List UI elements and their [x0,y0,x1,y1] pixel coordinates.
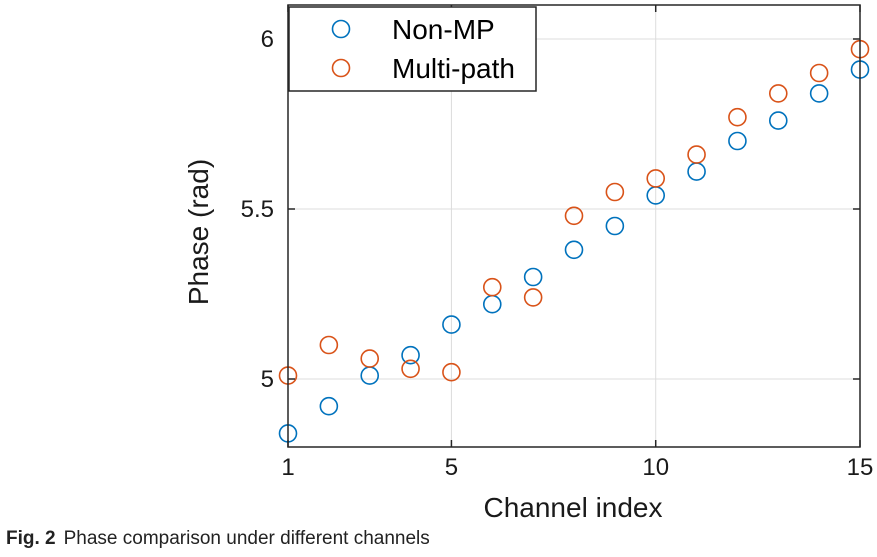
data-point-multi-path [646,169,666,188]
legend-marker-non-mp [331,19,351,39]
data-point-non-mp [523,267,543,287]
data-point-multi-path [319,335,339,355]
x-axis-label: Channel index [483,492,662,523]
figure-label: Fig. 2 [6,528,56,549]
y-tick-label: 6 [261,26,274,53]
data-point-non-mp [482,294,502,314]
data-point-non-mp [768,111,788,130]
x-tick-label: 15 [847,454,874,481]
x-tick-label: 1 [281,454,294,481]
data-point-non-mp [360,366,380,385]
legend-label-non-mp: Non-MP [392,14,495,45]
x-tick-labels: 1 5 10 15 [281,454,873,481]
data-point-multi-path [482,277,502,297]
data-point-non-mp [809,84,829,103]
data-point-multi-path [605,182,625,202]
data-point-multi-path [728,107,747,127]
x-tick-label: 10 [642,454,669,481]
caption-text: Phase comparison under different channel… [63,528,430,549]
figure-caption: Fig. 2 Phase comparison under different c… [6,528,430,550]
data-point-multi-path [401,359,420,379]
legend-box [288,6,537,92]
y-tick-label: 5.5 [241,196,274,223]
data-point-non-mp [687,162,706,181]
y-axis-label: Phase (rad) [183,159,214,305]
legend-label-multi-path: Multi-path [392,53,515,84]
data-point-multi-path [564,206,584,226]
data-point-non-mp [605,216,625,236]
data-points [278,39,870,443]
plot-frame [287,4,861,448]
data-point-multi-path [523,288,543,307]
legend: Non-MP Multi-path [288,6,537,92]
y-tick-label: 5 [261,366,274,393]
data-point-multi-path [768,84,788,103]
legend-marker-multi-path [331,58,351,78]
data-point-multi-path [442,362,461,382]
data-point-non-mp [564,240,584,260]
data-point-multi-path [360,349,380,368]
data-point-multi-path [809,63,829,83]
x-tick-label: 5 [445,454,458,481]
data-point-non-mp [442,315,461,334]
scatter-chart: 1 5 10 15 55.56 Channel index Phase (rad) N… [183,4,873,523]
data-point-non-mp [319,396,339,416]
data-point-non-mp [728,131,747,151]
data-point-non-mp [401,345,420,365]
data-point-multi-path [687,145,706,164]
y-tick-labels: 55.56 [241,26,274,393]
